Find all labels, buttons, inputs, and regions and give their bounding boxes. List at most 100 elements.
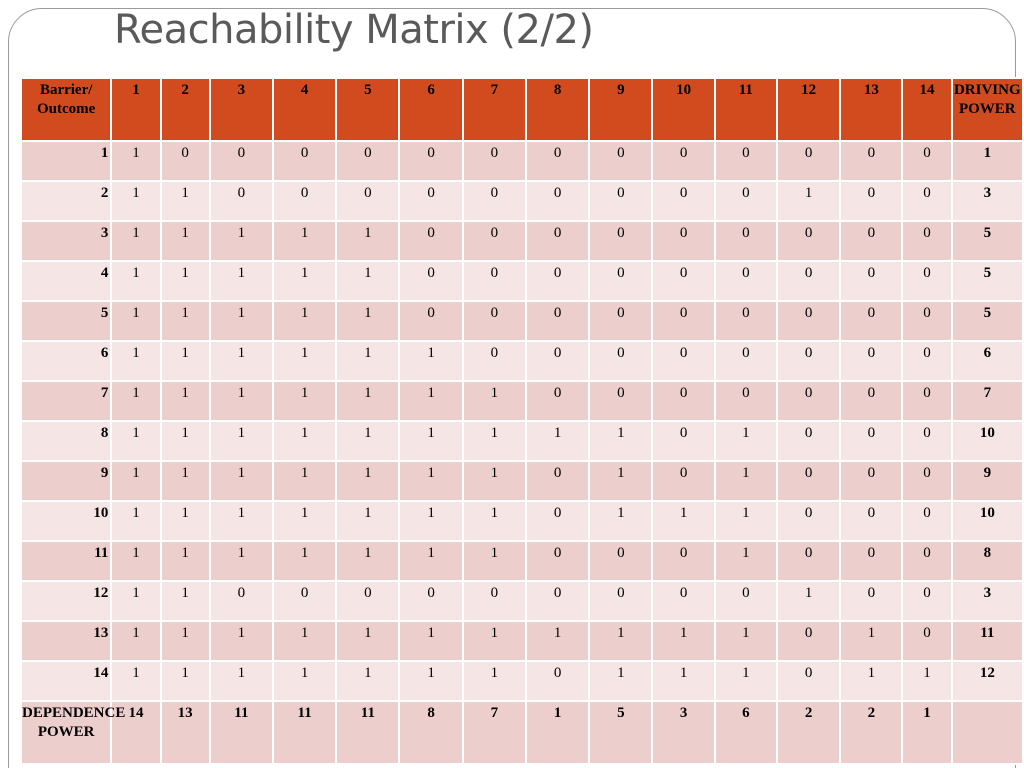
matrix-cell: 0 bbox=[901, 180, 953, 222]
matrix-cell: 0 bbox=[524, 460, 591, 502]
matrix-cell: 1 bbox=[159, 180, 211, 222]
matrix-cell: 1 bbox=[398, 620, 464, 662]
matrix-cell: 1 bbox=[588, 500, 654, 542]
matrix-cell: 1 bbox=[335, 620, 401, 662]
matrix-cell: 1 bbox=[110, 340, 162, 382]
matrix-cell: 1 bbox=[713, 540, 778, 582]
matrix-cell: 1 bbox=[208, 500, 274, 542]
reachability-matrix-table: Barrier/ Outcome 1 2 3 4 5 6 7 8 9 10 11 12 13 14 DRIV… bbox=[19, 77, 1024, 765]
column-header-13: 13 bbox=[839, 77, 904, 142]
matrix-cell: 1 bbox=[208, 420, 274, 462]
matrix-cell: 0 bbox=[398, 260, 464, 302]
matrix-cell: 1 bbox=[398, 540, 464, 582]
matrix-cell: 1 bbox=[901, 660, 953, 702]
column-header-2: 2 bbox=[159, 77, 211, 142]
matrix-cell: 1 bbox=[335, 380, 401, 422]
matrix-cell: 1 bbox=[335, 500, 401, 542]
matrix-cell: 0 bbox=[461, 140, 527, 182]
matrix-cell: 0 bbox=[713, 300, 778, 342]
driving-power-header: DRIVING POWER bbox=[950, 77, 1024, 142]
matrix-cell: 1 bbox=[208, 380, 274, 422]
matrix-cell: 0 bbox=[524, 300, 591, 342]
matrix-cell: 1 bbox=[110, 180, 162, 222]
matrix-cell: 1 bbox=[461, 500, 527, 542]
matrix-cell: 0 bbox=[271, 140, 338, 182]
matrix-cell: 1 bbox=[208, 300, 274, 342]
matrix-cell: 1 bbox=[159, 300, 211, 342]
matrix-cell: 1 bbox=[271, 260, 338, 302]
matrix-cell: 0 bbox=[461, 300, 527, 342]
matrix-cell: 1 bbox=[839, 620, 904, 662]
matrix-cell: 0 bbox=[775, 340, 842, 382]
table-row: 14 1 1 1 1 1 1 1 0 1 1 1 0 1 1 12 bbox=[19, 660, 1024, 702]
column-header-14: 14 bbox=[901, 77, 953, 142]
matrix-cell: 1 bbox=[159, 260, 211, 302]
dependence-power-label: DEPENDENCE POWER bbox=[19, 700, 125, 765]
table-row: 10 1 1 1 1 1 1 1 0 1 1 1 0 0 0 10 bbox=[19, 500, 1024, 542]
matrix-cell: 0 bbox=[588, 380, 654, 422]
matrix-cell: 0 bbox=[588, 220, 654, 262]
driving-power-value: 5 bbox=[950, 260, 1024, 302]
dependence-power-value: 3 bbox=[651, 700, 716, 765]
matrix-cell: 0 bbox=[901, 500, 953, 542]
matrix-cell: 0 bbox=[651, 220, 716, 262]
matrix-cell: 0 bbox=[461, 180, 527, 222]
matrix-cell: 0 bbox=[398, 580, 464, 622]
driving-power-value: 5 bbox=[950, 220, 1024, 262]
matrix-cell: 1 bbox=[335, 340, 401, 382]
dependence-power-value: 2 bbox=[775, 700, 842, 765]
matrix-cell: 1 bbox=[271, 620, 338, 662]
driving-power-value: 5 bbox=[950, 300, 1024, 342]
matrix-cell: 0 bbox=[159, 140, 211, 182]
matrix-cell: 1 bbox=[461, 380, 527, 422]
matrix-cell: 0 bbox=[588, 300, 654, 342]
matrix-cell: 0 bbox=[839, 540, 904, 582]
table-row: 8 1 1 1 1 1 1 1 1 1 0 1 0 0 0 10 bbox=[19, 420, 1024, 462]
matrix-cell: 0 bbox=[651, 140, 716, 182]
matrix-cell: 0 bbox=[775, 140, 842, 182]
matrix-cell: 0 bbox=[398, 220, 464, 262]
column-header-3: 3 bbox=[208, 77, 274, 142]
matrix-cell: 1 bbox=[110, 380, 162, 422]
dependence-power-value: 2 bbox=[839, 700, 904, 765]
matrix-cell: 0 bbox=[588, 540, 654, 582]
matrix-cell: 0 bbox=[461, 260, 527, 302]
matrix-cell: 0 bbox=[588, 180, 654, 222]
matrix-cell: 0 bbox=[775, 220, 842, 262]
column-header-5: 5 bbox=[335, 77, 401, 142]
dependence-row: DEPENDENCE POWER 14 13 11 11 11 8 7 1 5 3 6 2 2 1 bbox=[19, 700, 1024, 765]
matrix-cell: 0 bbox=[588, 340, 654, 382]
matrix-cell: 1 bbox=[335, 540, 401, 582]
row-label: 6 bbox=[19, 340, 113, 382]
table-row: 12 1 1 0 0 0 0 0 0 0 0 0 1 0 0 3 bbox=[19, 580, 1024, 622]
matrix-cell: 0 bbox=[775, 540, 842, 582]
row-label: 13 bbox=[19, 620, 113, 662]
driving-power-value: 7 bbox=[950, 380, 1024, 422]
driving-power-value: 3 bbox=[950, 180, 1024, 222]
matrix-cell: 1 bbox=[398, 380, 464, 422]
matrix-cell: 1 bbox=[208, 220, 274, 262]
matrix-cell: 0 bbox=[588, 140, 654, 182]
row-label: 7 bbox=[19, 380, 113, 422]
dependence-power-value: 6 bbox=[713, 700, 778, 765]
matrix-cell: 0 bbox=[524, 580, 591, 622]
matrix-cell: 1 bbox=[208, 660, 274, 702]
driving-power-value: 10 bbox=[950, 420, 1024, 462]
matrix-cell: 0 bbox=[839, 380, 904, 422]
slide-title: Reachability Matrix (2/2) bbox=[114, 7, 594, 53]
matrix-cell: 0 bbox=[524, 260, 591, 302]
dependence-power-value: 11 bbox=[335, 700, 401, 765]
matrix-cell: 0 bbox=[208, 140, 274, 182]
dependence-power-value: 13 bbox=[159, 700, 211, 765]
matrix-cell: 0 bbox=[524, 180, 591, 222]
matrix-cell: 1 bbox=[110, 500, 162, 542]
matrix-cell: 0 bbox=[461, 580, 527, 622]
matrix-cell: 0 bbox=[524, 220, 591, 262]
matrix-cell: 1 bbox=[713, 620, 778, 662]
matrix-cell: 1 bbox=[398, 660, 464, 702]
